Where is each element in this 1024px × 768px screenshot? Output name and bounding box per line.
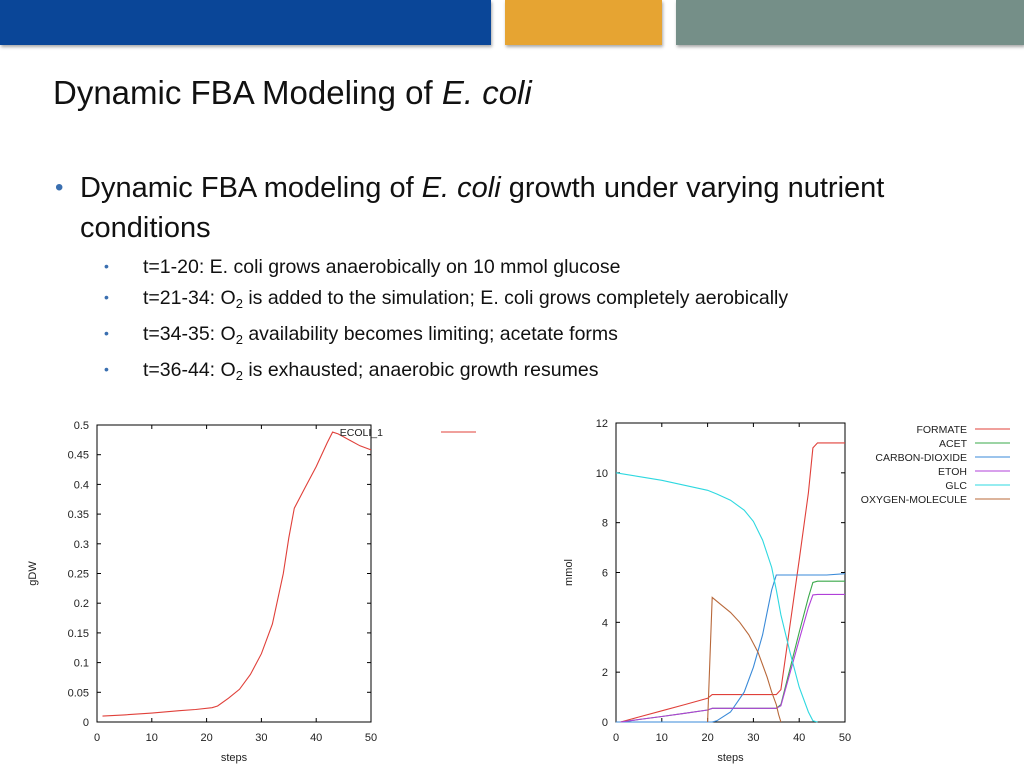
series-line-formate	[620, 442, 845, 723]
slide-title-text: Dynamic FBA Modeling of	[53, 74, 442, 111]
sub-bullet-dot-icon: •	[104, 361, 109, 377]
bullet-main-part1: Dynamic FBA modeling of	[80, 172, 422, 204]
sub-bullet-pre: t=34-35: O	[143, 323, 236, 345]
x-axis-label: steps	[717, 752, 744, 764]
sub-bullet-dot-icon: •	[104, 325, 109, 341]
series-line-etoh	[620, 593, 845, 723]
x-tick-label: 50	[365, 732, 377, 744]
sub-bullet-pre: t=21-34: O	[143, 287, 236, 309]
series-line-ecoli-1	[102, 431, 372, 717]
y-tick-label: 0.3	[74, 539, 89, 551]
y-axis-label: gDW	[27, 561, 39, 586]
sub-bullet-2: • t=21-34: O2 is added to the simulation;…	[104, 287, 788, 311]
series-line-carbon-dioxide	[616, 573, 846, 723]
legend-label: FORMATE	[916, 424, 967, 436]
x-tick-label: 30	[747, 732, 759, 744]
slide-title: Dynamic FBA Modeling of E. coli	[53, 74, 532, 112]
x-tick-label: 10	[656, 732, 668, 744]
y-tick-label: 2	[602, 667, 608, 679]
legend-label: ECOLI_1	[340, 427, 383, 439]
sub-bullet-subscript: 2	[235, 296, 243, 311]
legend-label: CARBON-DIOXIDE	[875, 452, 967, 464]
y-tick-label: 12	[596, 418, 608, 430]
legend-label: GLC	[945, 480, 967, 492]
bullet-main-text: Dynamic FBA modeling of E. coli growth u…	[80, 168, 935, 248]
sub-bullet-post: availability becomes limiting; acetate f…	[242, 323, 618, 345]
sub-bullet-subscript: 2	[235, 368, 243, 383]
x-tick-label: 50	[839, 732, 851, 744]
sub-bullet-1: • t=1-20: E. coli grows anaerobically on …	[104, 256, 620, 279]
y-tick-label: 0.05	[68, 687, 89, 699]
y-tick-label: 6	[602, 568, 608, 580]
y-tick-label: 0.45	[68, 450, 89, 462]
chart-metabolites: 0 2 4 6 8 10 12 0 10 20 30 40 50 steps mmol FORMATE ACET…	[563, 418, 1010, 764]
y-tick-label: 0	[602, 717, 608, 729]
header-bar-orange	[505, 0, 662, 45]
legend-label: ACET	[939, 438, 968, 450]
x-axis-label: steps	[221, 752, 248, 764]
y-tick-label: 0.5	[74, 420, 89, 432]
bullet-main: • Dynamic FBA modeling of E. coli growth…	[55, 168, 935, 248]
x-tick-label: 20	[701, 732, 713, 744]
y-tick-label: 8	[602, 518, 608, 530]
y-tick-label: 0.2	[74, 598, 89, 610]
y-tick-label: 4	[602, 617, 608, 629]
x-tick-label: 30	[255, 732, 267, 744]
header-bar-blue	[0, 0, 491, 45]
slide-title-italic: E. coli	[441, 74, 532, 111]
x-tick-label: 0	[613, 732, 619, 744]
y-tick-label: 0.4	[74, 479, 89, 491]
y-axis-label: mmol	[563, 559, 575, 586]
chart-biomass: 0 0.05 0.1 0.15 0.2 0.25 0.3 0.35 0.4 0.45 0.5 0 10 2…	[27, 420, 476, 764]
legend-label: OXYGEN-MOLECULE	[861, 494, 967, 506]
y-tick-label: 0.35	[68, 509, 89, 521]
sub-bullet-3: • t=34-35: O2 availability becomes limiti…	[104, 323, 618, 347]
series-line-glc	[615, 472, 818, 723]
bullet-main-part2: growth under varying nutrient conditions	[80, 172, 885, 244]
bullet-main-italic: E. coli	[421, 172, 501, 204]
sub-bullet-pre: t=36-44: O	[143, 359, 236, 381]
x-tick-label: 20	[200, 732, 212, 744]
sub-bullet-post: is exhausted; anaerobic growth resumes	[242, 359, 599, 381]
series-line-oxygen-molecule	[707, 596, 782, 723]
sub-bullet-text: t=1-20: E. coli grows anaerobically on 1…	[143, 256, 621, 278]
x-tick-label: 40	[793, 732, 805, 744]
sub-bullet-post: is added to the simulation; E. coli grow…	[242, 287, 789, 309]
x-tick-label: 40	[310, 732, 322, 744]
header-bar-gray	[676, 0, 1024, 45]
plot-frame	[96, 424, 372, 723]
y-tick-label: 0.15	[68, 628, 89, 640]
y-tick-label: 0	[83, 717, 89, 729]
sub-bullet-dot-icon: •	[104, 289, 109, 305]
x-tick-label: 10	[146, 732, 158, 744]
y-tick-label: 0.1	[74, 658, 89, 670]
series-line-acet	[620, 580, 845, 723]
bullet-dot-icon: •	[55, 174, 64, 201]
sub-bullet-4: • t=36-44: O2 is exhausted; anaerobic gro…	[104, 359, 598, 383]
x-tick-label: 0	[94, 732, 100, 744]
sub-bullet-dot-icon: •	[104, 258, 109, 274]
y-tick-label: 10	[596, 468, 608, 480]
sub-bullet-subscript: 2	[235, 332, 243, 347]
y-tick-label: 0.25	[68, 569, 89, 581]
legend-label: ETOH	[938, 466, 967, 478]
